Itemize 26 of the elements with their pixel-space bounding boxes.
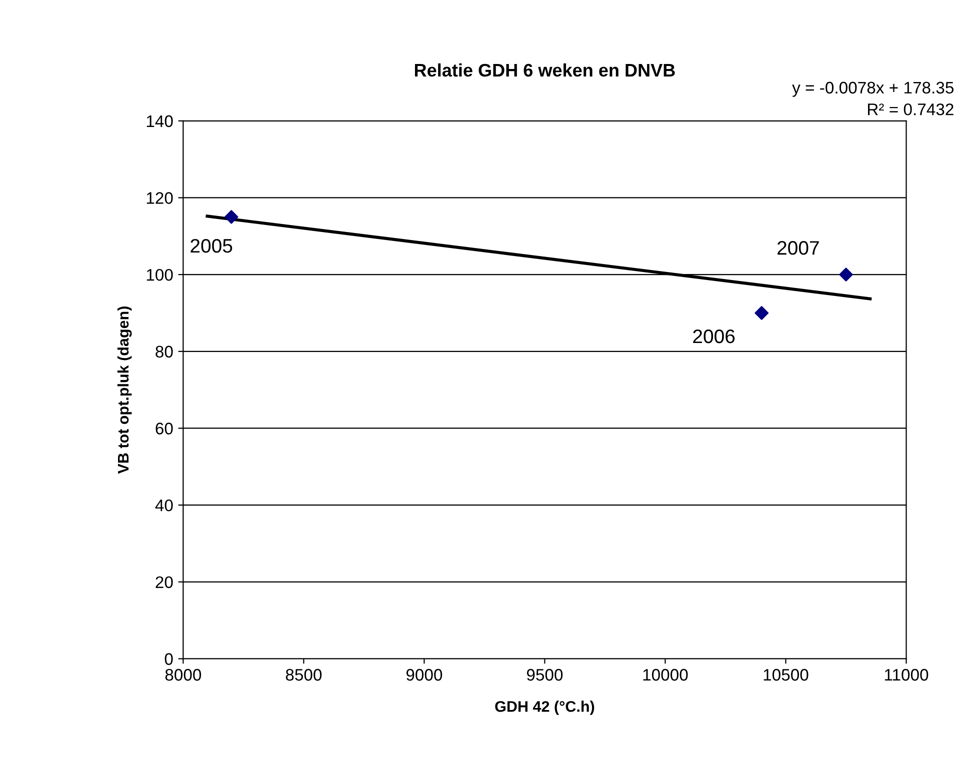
x-tick-label: 8500: [286, 668, 322, 681]
annotation: 2005: [190, 238, 232, 253]
chart-title: Relatie GDH 6 weken en DNVB: [414, 63, 675, 77]
point: [839, 268, 853, 282]
y-tick-label: 80: [156, 346, 173, 358]
y-tick-label: 20: [156, 576, 173, 588]
point: [224, 210, 238, 224]
x-tick-label: 10000: [643, 668, 688, 681]
annotation: 2007: [778, 241, 819, 255]
y-axis-title: VB tot opt.pluk (dagen): [117, 306, 132, 474]
x-axis-title: GDH 42 (°C.h): [495, 700, 594, 715]
x-tick-label: 9500: [526, 668, 563, 681]
text: R² = 0.7432: [868, 103, 954, 116]
y-tick-label: 100: [146, 268, 173, 281]
x-tick-label: 11000: [884, 668, 928, 681]
x-tick-label: 9000: [406, 668, 442, 681]
y-tick-label: 60: [156, 422, 173, 434]
annotation: 2006: [693, 329, 735, 344]
y-tick-label: 120: [146, 192, 173, 204]
y-tick-label: 0: [164, 653, 173, 665]
x-tick-label: 10500: [764, 668, 808, 681]
x-tick-label: 8000: [165, 668, 202, 681]
text: y = -0.0078x + 178.35: [792, 82, 954, 97]
point: [754, 306, 769, 320]
y-tick-label: 140: [146, 115, 173, 128]
y-tick-label: 40: [155, 499, 173, 512]
